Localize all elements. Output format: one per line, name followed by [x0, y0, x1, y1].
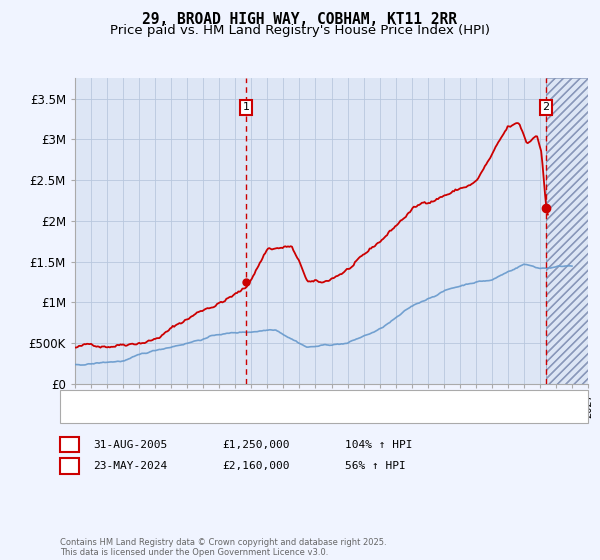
Text: Contains HM Land Registry data © Crown copyright and database right 2025.
This d: Contains HM Land Registry data © Crown c… — [60, 538, 386, 557]
Text: 1: 1 — [66, 440, 73, 450]
Text: 29, BROAD HIGH WAY, COBHAM, KT11 2RR: 29, BROAD HIGH WAY, COBHAM, KT11 2RR — [143, 12, 458, 27]
Text: 104% ↑ HPI: 104% ↑ HPI — [345, 440, 413, 450]
Bar — [546, 78, 588, 384]
Text: 23-MAY-2024: 23-MAY-2024 — [93, 461, 167, 471]
Text: 29, BROAD HIGH WAY, COBHAM, KT11 2RR (detached house): 29, BROAD HIGH WAY, COBHAM, KT11 2RR (de… — [100, 394, 404, 404]
Text: HPI: Average price, detached house, Elmbridge: HPI: Average price, detached house, Elmb… — [100, 410, 335, 419]
Text: 2: 2 — [66, 461, 73, 471]
Text: —: — — [67, 405, 85, 424]
Text: £1,250,000: £1,250,000 — [222, 440, 290, 450]
Text: 2: 2 — [542, 102, 550, 113]
Text: —: — — [67, 390, 85, 408]
Text: Price paid vs. HM Land Registry's House Price Index (HPI): Price paid vs. HM Land Registry's House … — [110, 24, 490, 36]
Text: £2,160,000: £2,160,000 — [222, 461, 290, 471]
Text: 31-AUG-2005: 31-AUG-2005 — [93, 440, 167, 450]
Text: 56% ↑ HPI: 56% ↑ HPI — [345, 461, 406, 471]
Bar — [546, 78, 588, 384]
Text: 1: 1 — [242, 102, 250, 113]
